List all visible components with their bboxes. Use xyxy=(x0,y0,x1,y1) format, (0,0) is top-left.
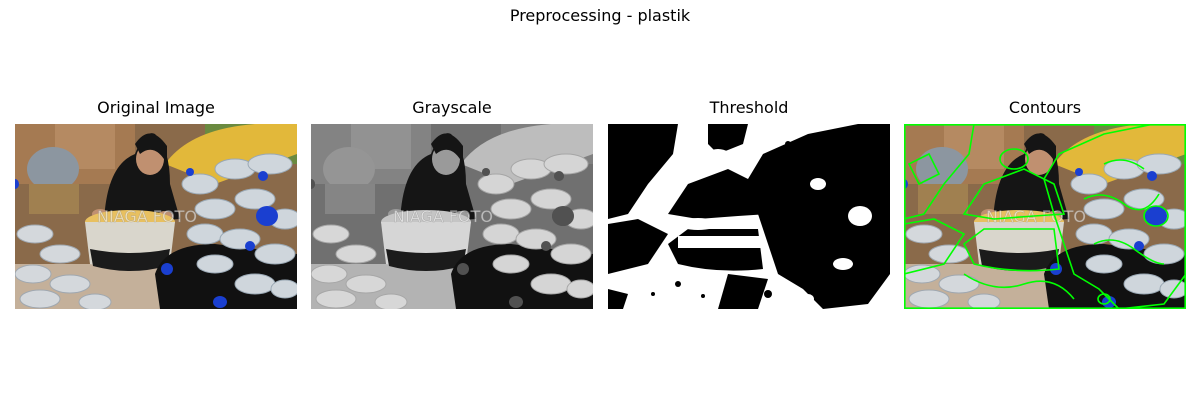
grayscale-image xyxy=(311,124,593,309)
original-image xyxy=(15,124,297,309)
panel-title-threshold: Threshold xyxy=(709,98,789,117)
panel-title-contours: Contours xyxy=(1008,98,1082,117)
figure-title: Preprocessing - plastik xyxy=(509,6,691,25)
panel-title-original: Original Image xyxy=(97,98,215,117)
threshold-image xyxy=(608,124,890,309)
contours-image xyxy=(904,124,1186,309)
panel-title-grayscale: Grayscale xyxy=(412,98,492,117)
